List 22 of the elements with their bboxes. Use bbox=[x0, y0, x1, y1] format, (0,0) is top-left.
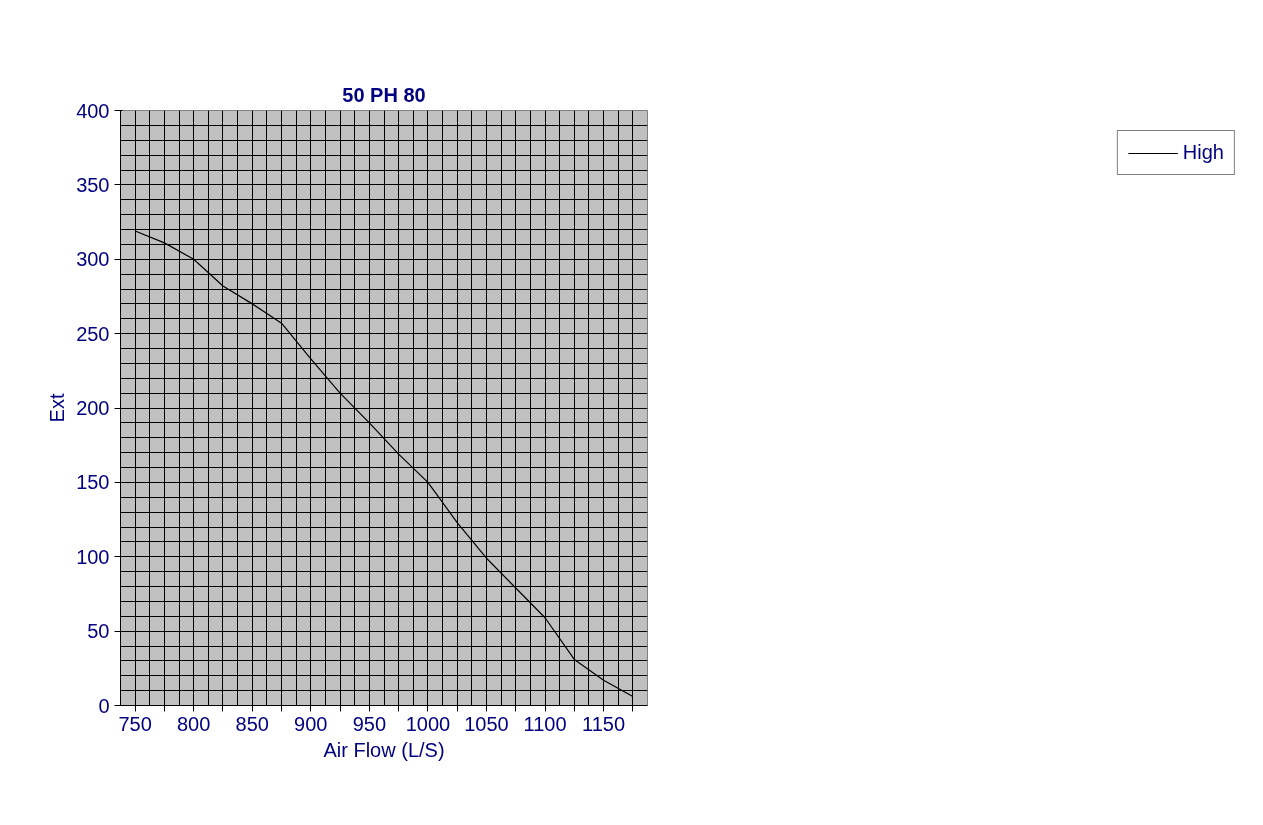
y-tick-label: 0 bbox=[98, 694, 110, 717]
x-tick-label: 1100 bbox=[523, 712, 567, 735]
y-axis-title: Ext bbox=[46, 393, 69, 423]
y-tick-label: 50 bbox=[87, 620, 110, 643]
x-axis-title: Air Flow (L/S) bbox=[323, 738, 445, 761]
x-tick-label: 950 bbox=[352, 712, 387, 735]
x-tick-label: 1000 bbox=[405, 712, 451, 735]
y-tick-label: 100 bbox=[76, 545, 110, 568]
legend-label: High bbox=[1182, 141, 1224, 164]
x-tick-label: 900 bbox=[294, 712, 328, 735]
y-tick-label: 150 bbox=[76, 471, 110, 494]
y-tick-label: 400 bbox=[76, 99, 110, 122]
y-tick-label: 250 bbox=[76, 322, 110, 345]
x-tick-label: 1050 bbox=[464, 712, 509, 735]
chart-title: 50 PH 80 bbox=[342, 83, 426, 106]
y-tick-label: 300 bbox=[76, 248, 110, 271]
y-tick-label: 200 bbox=[76, 397, 110, 419]
x-tick-label: 800 bbox=[177, 712, 211, 735]
x-tick-label: 750 bbox=[118, 712, 152, 735]
x-tick-label: 1150 bbox=[582, 712, 626, 735]
x-tick-label: 850 bbox=[235, 712, 269, 735]
y-tick-label: 350 bbox=[76, 173, 110, 196]
